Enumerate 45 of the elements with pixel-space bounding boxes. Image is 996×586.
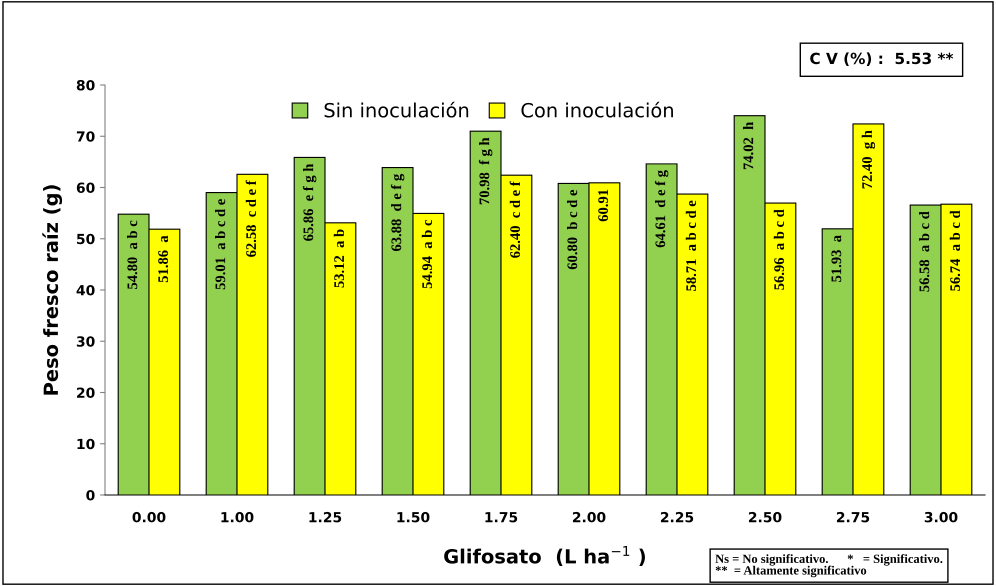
x-tick-label: 2.50 <box>748 512 782 522</box>
data-label: 56.58 a b c d <box>918 211 930 292</box>
data-label: 63.88 d e f g <box>390 174 404 252</box>
data-label: 70.98 f g h <box>478 138 492 204</box>
x-axis-title: Glifosato (L ha$^{−1}$ ) <box>444 546 645 566</box>
y-tick-label: 10 <box>78 438 95 450</box>
data-label: 72.40 g h <box>862 130 876 188</box>
text: Ns = No significativo. * = Significativo. ** = Altamente significativo <box>715 554 942 578</box>
x-tick-label: 1.00 <box>221 512 254 522</box>
x-tick-label: 2.00 <box>572 512 606 522</box>
data-label: 62.58 c d e f <box>246 180 256 257</box>
data-label: 64.61 d e f g <box>654 170 668 248</box>
data-label: 54.94 a b c <box>422 220 432 288</box>
text: C V (%) : 5.53 ** <box>810 52 954 66</box>
y-tick-label: 60 <box>76 182 95 193</box>
x-tick-label: 2.75 <box>836 512 870 522</box>
data-label: 60.91 <box>598 190 608 222</box>
data-label: 74.02 h <box>742 122 754 170</box>
data-label: 56.74 a b c d <box>950 210 960 291</box>
x-tick-label: 1.25 <box>309 512 342 522</box>
data-label: 51.86 a <box>158 236 168 282</box>
y-tick-label: 30 <box>76 336 95 347</box>
data-label: 60.80 b c d e <box>566 190 578 270</box>
y-tick-label: 50 <box>77 234 95 244</box>
data-label: 53.12 a b <box>334 230 344 288</box>
y-tick-label: 20 <box>77 387 95 398</box>
legend-label: Con inoculación <box>521 102 673 118</box>
data-label: 65.86 e f g h <box>302 164 316 241</box>
data-label: 59.01 a b c d e <box>214 199 226 290</box>
data-label: 54.80 a b c <box>126 220 138 289</box>
x-tick-label: 3.00 <box>924 512 958 522</box>
x-tick-label: 0.00 <box>132 512 166 522</box>
y-axis-title: Peso fresco raíz (g) <box>42 185 62 395</box>
y-tick-label: 40 <box>76 284 95 296</box>
legend-label: Sin inoculación <box>324 102 468 118</box>
data-label: 58.71 a b c d e <box>686 200 696 291</box>
data-label: 56.96 a b c d <box>774 209 784 290</box>
y-tick-label: 80 <box>76 80 95 90</box>
data-label: 62.40 c d e f <box>510 181 520 258</box>
x-tick-label: 2.25 <box>660 512 694 522</box>
x-tick-label: 1.75 <box>485 512 518 522</box>
x-tick-label: 1.50 <box>397 512 430 522</box>
y-tick-label: 70 <box>76 131 95 142</box>
y-tick-label: 0 <box>86 490 95 500</box>
data-label: 51.93 a <box>831 235 842 282</box>
